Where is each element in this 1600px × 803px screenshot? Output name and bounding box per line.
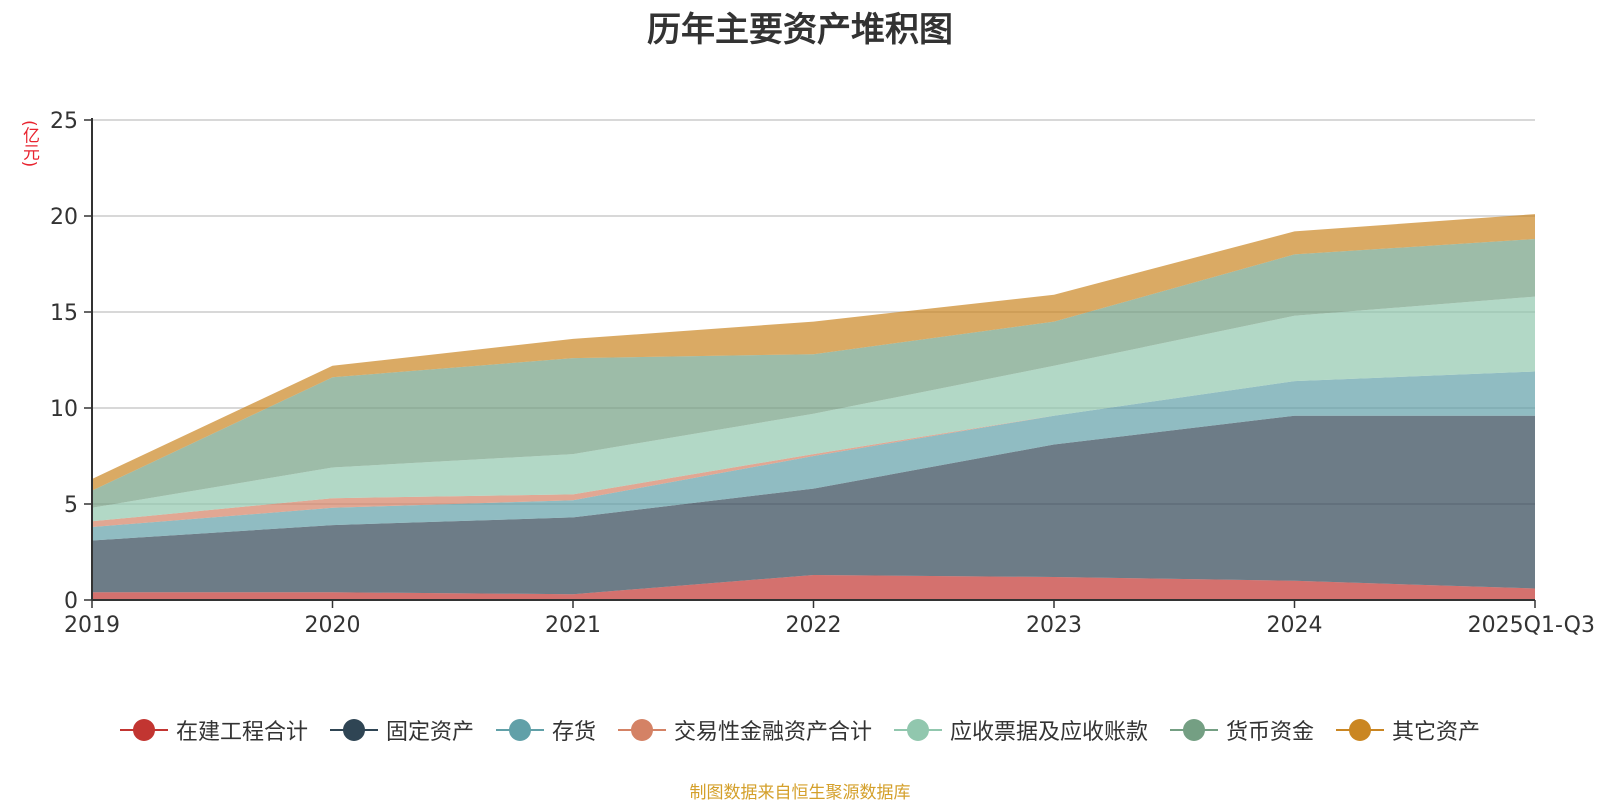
area-series-1 [92, 575, 1535, 600]
legend-item[interactable]: 交易性金融资产合计 [617, 714, 872, 746]
x-tick-label: 2021 [545, 613, 601, 638]
legend: 在建工程合计 固定资产 存货 交易性金融资产合计 应收票据及应收账款 货币资金 其它资产 [0, 714, 1600, 746]
legend-item[interactable]: 应收票据及应收账款 [894, 714, 1148, 746]
legend-item[interactable]: 固定资产 [329, 714, 474, 746]
y-axis-unit-label: (亿元) [19, 120, 39, 168]
y-tick-label: 10 [50, 397, 78, 422]
legend-item[interactable]: 存货 [495, 714, 596, 746]
legend-marker-icon [329, 718, 378, 742]
area-series-2 [92, 415, 1535, 595]
legend-marker-icon [894, 718, 942, 742]
legend-marker-icon [495, 718, 544, 742]
data-source-note: 制图数据来自恒生聚源数据库 [689, 783, 911, 803]
legend-marker-icon [119, 718, 168, 742]
legend-marker-icon [1336, 718, 1385, 742]
y-tick-label: 5 [64, 493, 78, 518]
area-series-4 [92, 371, 1535, 527]
legend-item[interactable]: 其它资产 [1336, 714, 1480, 746]
legend-marker-icon [617, 718, 666, 742]
legend-label: 固定资产 [385, 720, 474, 745]
legend-label: 其它资产 [1392, 720, 1481, 745]
legend-item[interactable]: 在建工程合计 [119, 714, 308, 746]
axes: 0 5 10 15 20 25 2019 2020 2021 2022 2023 2024 2025Q1… [50, 109, 1595, 638]
legend-item[interactable]: 货币资金 [1170, 714, 1314, 746]
x-tick-label: 2019 [64, 613, 120, 638]
legend-label: 存货 [551, 720, 596, 745]
series-areas [92, 214, 1535, 600]
legend-label: 交易性金融资产合计 [673, 720, 872, 745]
area-series-6 [92, 239, 1535, 508]
chart-title: 历年主要资产堆积图 [647, 10, 953, 50]
legend-label: 在建工程合计 [175, 720, 308, 745]
legend-label: 应收票据及应收账款 [950, 720, 1149, 745]
x-tick-label: 2024 [1267, 613, 1323, 638]
area-series-5 [92, 296, 1535, 522]
x-tick-label: 2022 [786, 613, 842, 638]
x-tick-label: 2020 [305, 613, 361, 638]
x-tick-label: 2023 [1026, 613, 1082, 638]
legend-marker-icon [1170, 718, 1219, 742]
area-series-7 [92, 214, 1535, 491]
legend-label: 货币资金 [1226, 720, 1315, 745]
y-tick-label: 20 [50, 205, 78, 230]
stacked-area-chart: 0 5 10 15 20 25 2019 2020 2021 2022 2023 2024 2025Q1… [50, 109, 1595, 638]
y-tick-label: 0 [64, 589, 78, 614]
y-tick-label: 15 [50, 301, 78, 326]
x-tick-label: 2025Q1-Q3 [1468, 613, 1595, 638]
y-tick-label: 25 [50, 109, 78, 134]
